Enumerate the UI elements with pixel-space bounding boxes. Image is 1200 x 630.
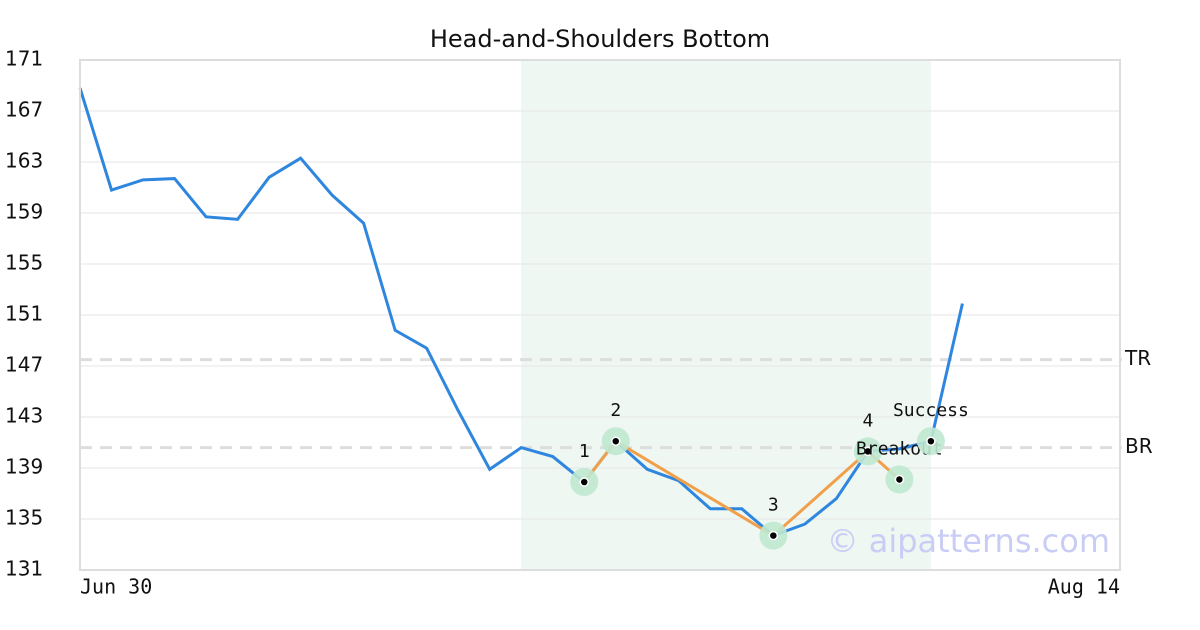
- y-tick-label: 131: [5, 557, 43, 581]
- y-tick-label: 155: [5, 251, 43, 275]
- plot-frame: [79, 59, 1121, 571]
- price-line: [78, 87, 964, 538]
- pattern-point-dot: [579, 477, 589, 487]
- y-tick-label: 159: [5, 200, 43, 224]
- y-tick-label: 135: [5, 506, 43, 530]
- pattern-point-dot: [768, 530, 779, 541]
- y-tick-label: 163: [5, 149, 43, 173]
- reference-label: BR: [1125, 434, 1153, 458]
- watermark: © aipatterns.com: [827, 522, 1110, 560]
- y-tick-label: 143: [5, 404, 43, 428]
- pattern-point-dot: [894, 474, 905, 485]
- y-tick-label: 139: [5, 455, 43, 479]
- y-tick-label: 167: [5, 98, 43, 122]
- pattern-point-dot: [611, 436, 621, 446]
- pattern-point-label: 3: [768, 495, 779, 516]
- reference-label: TR: [1124, 346, 1151, 370]
- pattern-point-label: 4: [862, 410, 873, 431]
- pattern-point-label: 1: [579, 441, 590, 462]
- success-point-label: Success: [893, 400, 969, 421]
- y-tick-label: 147: [5, 353, 43, 377]
- success-point-dot: [926, 436, 936, 446]
- y-tick-label: 171: [5, 47, 43, 71]
- x-tick-label: Jun 30: [80, 575, 152, 599]
- y-tick-label: 151: [5, 302, 43, 326]
- x-tick-label: Aug 14: [1048, 575, 1120, 599]
- pattern-point-label: 2: [610, 400, 621, 421]
- pattern-point-dot: [863, 446, 873, 457]
- chart-title: Head-and-Shoulders Bottom: [430, 25, 770, 53]
